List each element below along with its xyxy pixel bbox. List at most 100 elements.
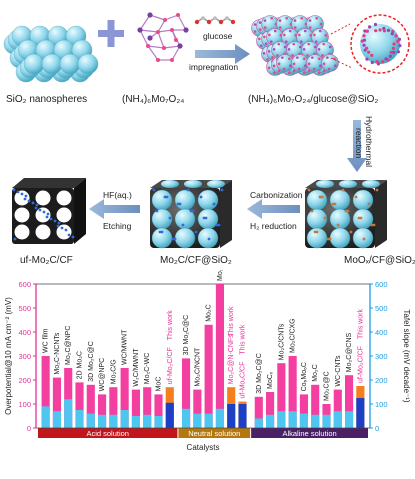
tafel-bar [345, 411, 354, 428]
step1-reagent: glucose [203, 31, 233, 41]
tafel-bar [143, 414, 152, 428]
tafel-bar [288, 411, 297, 428]
sio2-label: SiO₂ nanospheres [6, 94, 88, 105]
sio2-nanospheres-image [3, 25, 99, 83]
tafel-bar [215, 408, 224, 428]
y-axis-title-left: Overpotential@10 mA cm⁻² (mV) [4, 297, 13, 415]
tafel-bar [266, 414, 275, 428]
tafel-bar [64, 399, 73, 428]
bar-label: uf-Mo₂C/CF [240, 362, 247, 399]
zoom-inset [330, 14, 410, 74]
x-axis-title: Catalysts [187, 443, 220, 452]
tafel-bar [75, 410, 84, 428]
bar-label: 2D Mo₂C [77, 351, 84, 379]
tafel-bar [131, 416, 140, 428]
bar-label: WC film [43, 328, 50, 353]
tafel-bar [311, 414, 320, 428]
bar-label: MoC [156, 377, 163, 392]
tafel-bar [356, 398, 365, 428]
right-tick-label: 500 [375, 304, 388, 313]
tafel-bar [193, 413, 202, 428]
scheme-graphics [3, 12, 410, 249]
tafel-bar [254, 418, 263, 428]
overpotential-bar [299, 394, 308, 428]
group-label-neutral: Neutral solution [188, 429, 240, 438]
bar-label: Mo₂C/NCNT [194, 347, 201, 387]
overpotential-bar [52, 377, 61, 428]
uf-mo2c-cf-image [12, 178, 86, 244]
right-tick-label: 300 [375, 352, 388, 361]
synthesis-scheme: SiO₂ nanospheres (NH₄)₆Mo₇O₂₄ (NH₄)₆Mo₇O… [3, 12, 415, 266]
tafel-bar [165, 402, 174, 428]
mo2c-sio2-label: Mo₂C/CF@SiO₂ [160, 255, 232, 266]
tafel-bar [52, 411, 61, 428]
right-tick-label: 100 [375, 400, 388, 409]
bar-label: W₂C/MWNT [133, 348, 140, 387]
right-tick-label: 0 [375, 424, 379, 433]
y-axis-title-right: Tafel slope (mV decade⁻¹) [402, 309, 411, 402]
this-work-label: This work [240, 324, 247, 354]
left-tick-label: 400 [18, 328, 31, 337]
bar-label: uf-Mo₂C/CF [167, 347, 174, 384]
tafel-bar [238, 404, 247, 428]
bar-label: Mo₂C@C [324, 371, 331, 401]
overpotential-bar [120, 368, 129, 428]
left-tick-label: 0 [27, 424, 31, 433]
left-tick-label: 100 [18, 400, 31, 409]
tafel-bar [109, 414, 118, 428]
mo2c-sio2-image [150, 180, 232, 249]
glucose-molecule-icon [194, 16, 236, 25]
group-label-alkaline: Alkaline solution [282, 429, 336, 438]
bar-label: Mo₂C-NCNT [217, 270, 224, 281]
bar-label: Mo₂C/G [110, 359, 117, 384]
bar-label: MoCₓ [267, 371, 274, 389]
tafel-bar [182, 408, 191, 428]
step4-label-a: HF(aq.) [103, 190, 132, 200]
step4-label-b: Etching [103, 221, 132, 231]
step2-label-b: reaction [354, 128, 364, 159]
this-work-label: This work [167, 310, 174, 340]
tafel-bar [204, 413, 213, 428]
tafel-bar [41, 406, 50, 428]
left-tick-label: 600 [18, 280, 31, 289]
overpotential-bar [109, 387, 118, 428]
tafel-bar [98, 414, 107, 428]
overpotential-bar [215, 284, 224, 428]
chart-svg: 0 0 100 100 200 200 300 300 400 400 500 500 600 600 Ov… [4, 241, 411, 452]
bar-label: Mo₂C@NPC [65, 326, 72, 365]
group-band-neutral [178, 428, 251, 438]
arrow-left-2 [247, 199, 300, 219]
left-tick-label: 500 [18, 304, 31, 313]
group-band-acid [38, 428, 178, 438]
left-tick-label: 200 [18, 376, 31, 385]
final-label: uf-Mo₂C/CF [20, 255, 73, 266]
arrow-left-3 [89, 199, 140, 219]
bar-label: Mo₂C/CNTs [278, 323, 285, 360]
overpotential-bar [98, 394, 107, 428]
overpotential-bar [182, 358, 191, 428]
tafel-bar [299, 413, 308, 428]
step3-label-a: Carbonization [250, 190, 303, 200]
overpotential-bar [75, 382, 84, 428]
tafel-bar [154, 416, 163, 428]
step3-label-b: H₂ reduction [250, 221, 297, 231]
precursor-label: (NH₄)₆Mo₇O₂₄ [122, 94, 185, 105]
right-tick-label: 400 [375, 328, 388, 337]
overpotential-bar [288, 356, 297, 428]
bar-label: Co₆Mo₆C [301, 362, 308, 391]
overpotential-bar [86, 384, 95, 428]
bar-label: Mo₂C-WC [144, 353, 151, 385]
overpotential-bar [41, 356, 50, 428]
overpotential-bar [266, 392, 275, 428]
bar-label: Mo₂C [206, 304, 213, 322]
overpotential-bar [154, 394, 163, 428]
group-band-alkaline [251, 428, 368, 438]
overpotential-bar [143, 387, 152, 428]
bar-label: Mo₂C [312, 364, 319, 382]
tafel-bar [227, 404, 236, 428]
bar-label: Mo₂C@CNS [346, 332, 353, 372]
this-work-label: This work [357, 309, 364, 339]
bar-label: 3D Mo₂C@C [256, 353, 263, 394]
moox-image [305, 180, 387, 249]
bar-label: 3D Mo₂C@C [183, 315, 190, 356]
